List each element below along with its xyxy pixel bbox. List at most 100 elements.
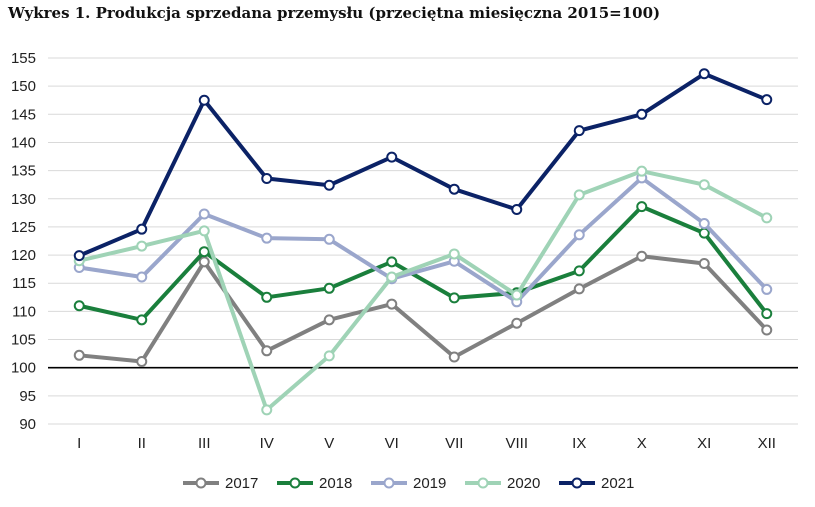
y-tick-label: 120 xyxy=(11,247,36,264)
legend-label: 2017 xyxy=(225,475,258,492)
data-point xyxy=(261,345,273,357)
data-point xyxy=(573,189,585,201)
data-point xyxy=(73,250,85,262)
data-point xyxy=(636,165,648,177)
data-point xyxy=(136,314,148,326)
legend: 2017 2018 2019 2020 2021 xyxy=(183,475,634,492)
legend-swatch-marker xyxy=(571,477,583,489)
legend-item-2019: 2019 xyxy=(371,475,446,492)
data-point xyxy=(386,271,398,283)
data-point xyxy=(698,258,710,270)
data-point xyxy=(698,227,710,239)
series-line-2020 xyxy=(77,169,769,412)
data-point xyxy=(386,151,398,163)
data-point xyxy=(73,300,85,312)
data-point xyxy=(136,223,148,235)
y-tick-label: 90 xyxy=(19,416,36,433)
series-2020 xyxy=(73,165,773,416)
y-tick-label: 95 xyxy=(19,388,36,405)
chart-title: Wykres 1. Produkcja sprzedana przemysłu … xyxy=(8,4,661,22)
series-2018 xyxy=(73,201,773,326)
data-point xyxy=(136,240,148,252)
data-point xyxy=(698,68,710,80)
data-point xyxy=(573,125,585,137)
x-tick-label: I xyxy=(77,435,81,452)
data-point xyxy=(761,283,773,295)
data-point xyxy=(511,289,523,301)
y-tick-label: 100 xyxy=(11,360,36,377)
y-tick-label: 110 xyxy=(12,303,36,320)
data-point xyxy=(761,324,773,336)
x-axis-ticks: I II III IV V VI VII VIII IX X XI XII xyxy=(77,435,776,452)
data-point xyxy=(761,212,773,224)
x-tick-label: VIII xyxy=(505,435,528,452)
y-tick-label: 150 xyxy=(11,78,36,95)
data-point xyxy=(573,229,585,241)
legend-swatch-marker xyxy=(289,477,301,489)
legend-label: 2018 xyxy=(319,475,352,492)
data-point xyxy=(636,108,648,120)
data-point xyxy=(323,314,335,326)
legend-swatch-marker xyxy=(195,477,207,489)
series-line-2019 xyxy=(77,175,769,304)
x-tick-label: X xyxy=(637,435,647,452)
data-point xyxy=(136,271,148,283)
data-point xyxy=(198,256,210,268)
data-point xyxy=(386,256,398,268)
x-tick-label: IV xyxy=(260,435,274,452)
data-point xyxy=(136,355,148,367)
x-tick-label: V xyxy=(324,435,334,452)
data-point xyxy=(386,298,398,310)
legend-item-2020: 2020 xyxy=(465,475,540,492)
data-point xyxy=(698,218,710,230)
series-line-2018 xyxy=(77,204,769,322)
data-point xyxy=(448,351,460,363)
legend-item-2018: 2018 xyxy=(277,475,352,492)
data-point xyxy=(261,232,273,244)
legend-label: 2020 xyxy=(507,475,540,492)
legend-item-2017: 2017 xyxy=(183,475,258,492)
legend-item-2021: 2021 xyxy=(559,475,634,492)
legend-label: 2019 xyxy=(413,475,446,492)
legend-swatch-marker xyxy=(383,477,395,489)
data-point xyxy=(198,94,210,106)
data-point xyxy=(573,265,585,277)
data-point xyxy=(636,201,648,213)
data-point xyxy=(573,283,585,295)
series-line-2017 xyxy=(77,254,769,364)
x-tick-label: VII xyxy=(445,435,463,452)
data-point xyxy=(73,349,85,361)
series-2017 xyxy=(73,250,773,367)
x-tick-label: III xyxy=(198,435,211,452)
y-tick-label: 105 xyxy=(11,332,36,349)
data-point xyxy=(448,183,460,195)
y-tick-label: 125 xyxy=(11,219,36,236)
x-tick-label: II xyxy=(138,435,146,452)
x-tick-label: XII xyxy=(758,435,776,452)
y-tick-label: 130 xyxy=(11,191,36,208)
y-axis-ticks: 90 95 100 105 110 115 120 125 130 135 140 145 150 155 xyxy=(11,50,36,433)
x-tick-label: VI xyxy=(385,435,399,452)
y-tick-label: 155 xyxy=(11,50,36,67)
data-point xyxy=(448,248,460,260)
series-2021 xyxy=(73,68,773,262)
data-point xyxy=(198,246,210,258)
data-point xyxy=(698,179,710,191)
series-2019 xyxy=(73,172,773,308)
data-point xyxy=(761,94,773,106)
y-tick-label: 145 xyxy=(11,106,36,123)
data-point xyxy=(323,282,335,294)
x-tick-label: XI xyxy=(697,435,711,452)
data-point xyxy=(261,172,273,184)
data-point xyxy=(198,208,210,220)
y-tick-label: 135 xyxy=(11,163,36,180)
gridlines xyxy=(48,57,798,425)
y-tick-label: 140 xyxy=(11,134,36,151)
data-point xyxy=(511,203,523,215)
y-tick-label: 115 xyxy=(12,275,36,292)
legend-swatch-marker xyxy=(477,477,489,489)
legend-label: 2021 xyxy=(601,475,634,492)
series-lines xyxy=(73,68,773,416)
data-point xyxy=(511,317,523,329)
